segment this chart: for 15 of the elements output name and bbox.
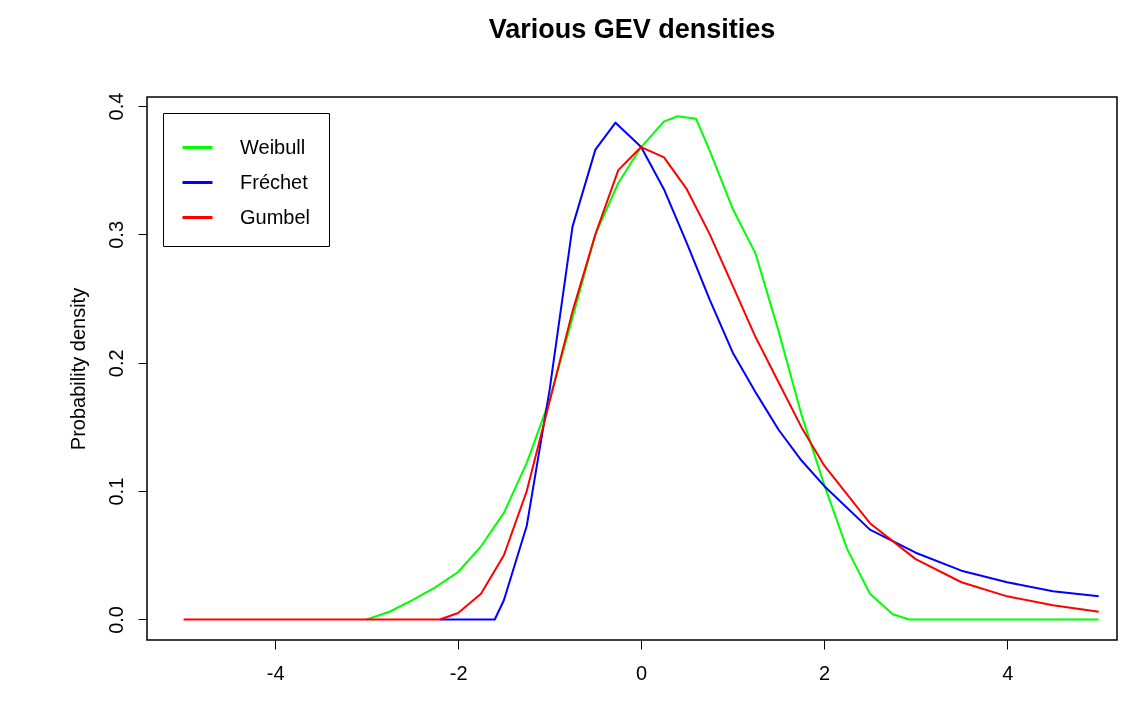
legend-label: Weibull xyxy=(240,135,306,158)
y-axis-title: Probability density xyxy=(66,287,89,451)
y-tick-label: 0.3 xyxy=(104,220,127,249)
x-tick-label: 2 xyxy=(819,661,831,684)
x-tick-label: -4 xyxy=(266,661,285,684)
y-tick-label: 0.4 xyxy=(104,92,127,121)
x-tick-label: 0 xyxy=(636,661,648,684)
chart-title: Various GEV densities xyxy=(488,14,776,45)
x-tick-label: 4 xyxy=(1002,661,1014,684)
x-tick-label: -2 xyxy=(449,661,468,684)
y-tick-label: 0.1 xyxy=(104,477,127,506)
y-tick-label: 0.2 xyxy=(104,349,127,378)
legend-label: Gumbel xyxy=(240,205,311,228)
legend-label: Fréchet xyxy=(240,170,309,193)
y-tick-label: 0.0 xyxy=(104,606,127,634)
